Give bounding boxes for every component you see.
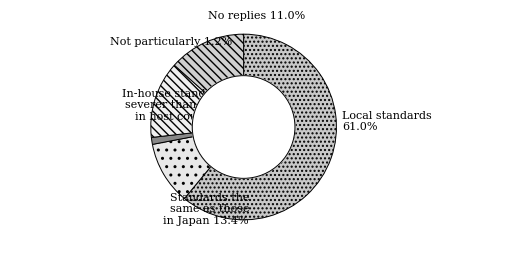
Text: No replies 11.0%: No replies 11.0% [208, 11, 305, 21]
Circle shape [192, 76, 295, 178]
Wedge shape [185, 34, 336, 220]
Wedge shape [151, 133, 193, 144]
Text: Not particularly 1.2%: Not particularly 1.2% [110, 37, 232, 47]
Text: Local standards
61.0%: Local standards 61.0% [342, 111, 432, 132]
Text: In-house standards
severer than those
in host countries
13.4%: In-house standards severer than those in… [122, 89, 230, 134]
Wedge shape [151, 65, 205, 137]
Wedge shape [152, 137, 211, 199]
Wedge shape [174, 34, 243, 93]
Text: Standards the
same as those
in Japan 13.4%: Standards the same as those in Japan 13.… [163, 193, 249, 226]
